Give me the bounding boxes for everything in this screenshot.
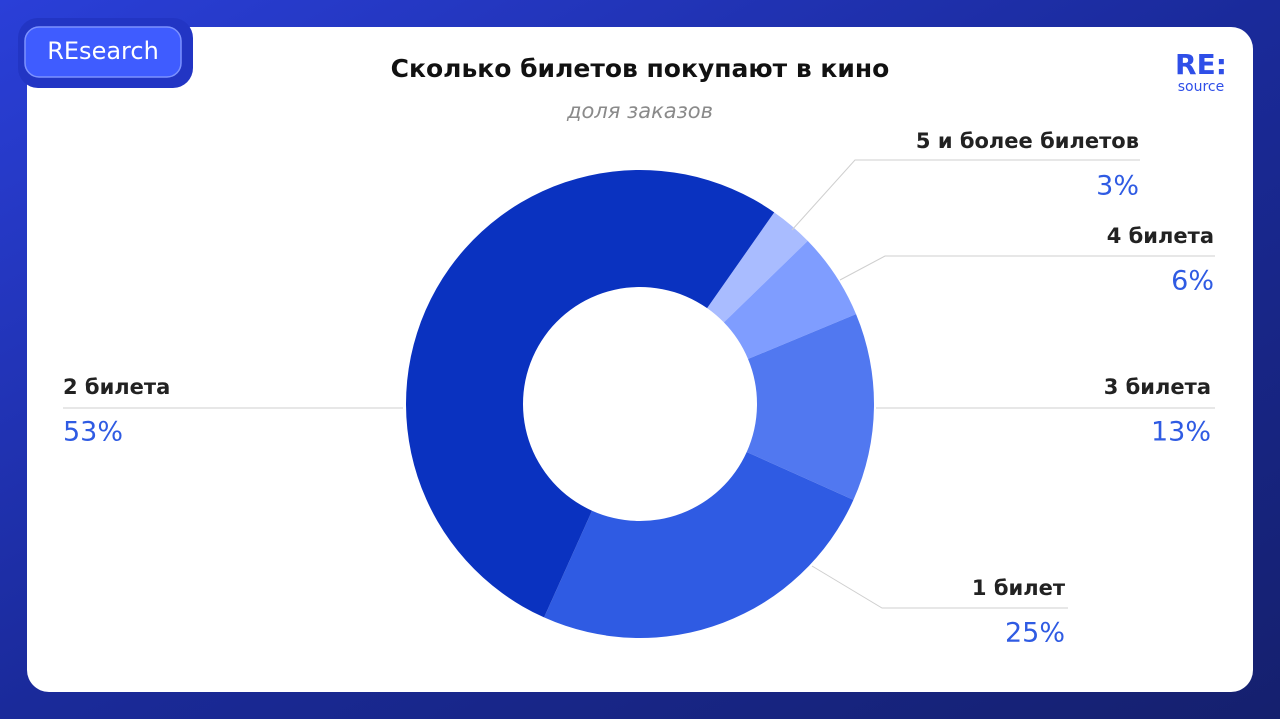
value-label: 25% <box>1005 618 1065 649</box>
leader-line <box>839 255 1215 281</box>
logo-sub: source <box>1178 79 1225 95</box>
slice <box>707 212 808 323</box>
slice <box>405 169 775 618</box>
slice <box>746 314 875 500</box>
category-label: 2 билета <box>63 375 170 399</box>
chart-title: Сколько билетов покупают в кино <box>391 54 890 83</box>
logo: RE: <box>1175 48 1227 81</box>
category-label: 4 билета <box>1107 224 1214 248</box>
leader-line <box>791 159 1140 231</box>
slice <box>723 240 857 360</box>
badge-text: REsearch <box>47 37 159 65</box>
category-label: 3 билета <box>1104 375 1211 399</box>
category-label: 1 билет <box>972 576 1066 600</box>
category-label: 5 и более билетов <box>916 129 1139 153</box>
slice <box>544 451 854 638</box>
value-label: 3% <box>1096 171 1139 202</box>
value-label: 6% <box>1171 266 1214 297</box>
value-label: 13% <box>1151 417 1211 448</box>
value-label: 53% <box>63 417 123 448</box>
chart-subtitle: доля заказов <box>566 99 713 123</box>
card <box>27 27 1253 692</box>
badge <box>24 26 182 78</box>
leader-line <box>811 565 1068 609</box>
